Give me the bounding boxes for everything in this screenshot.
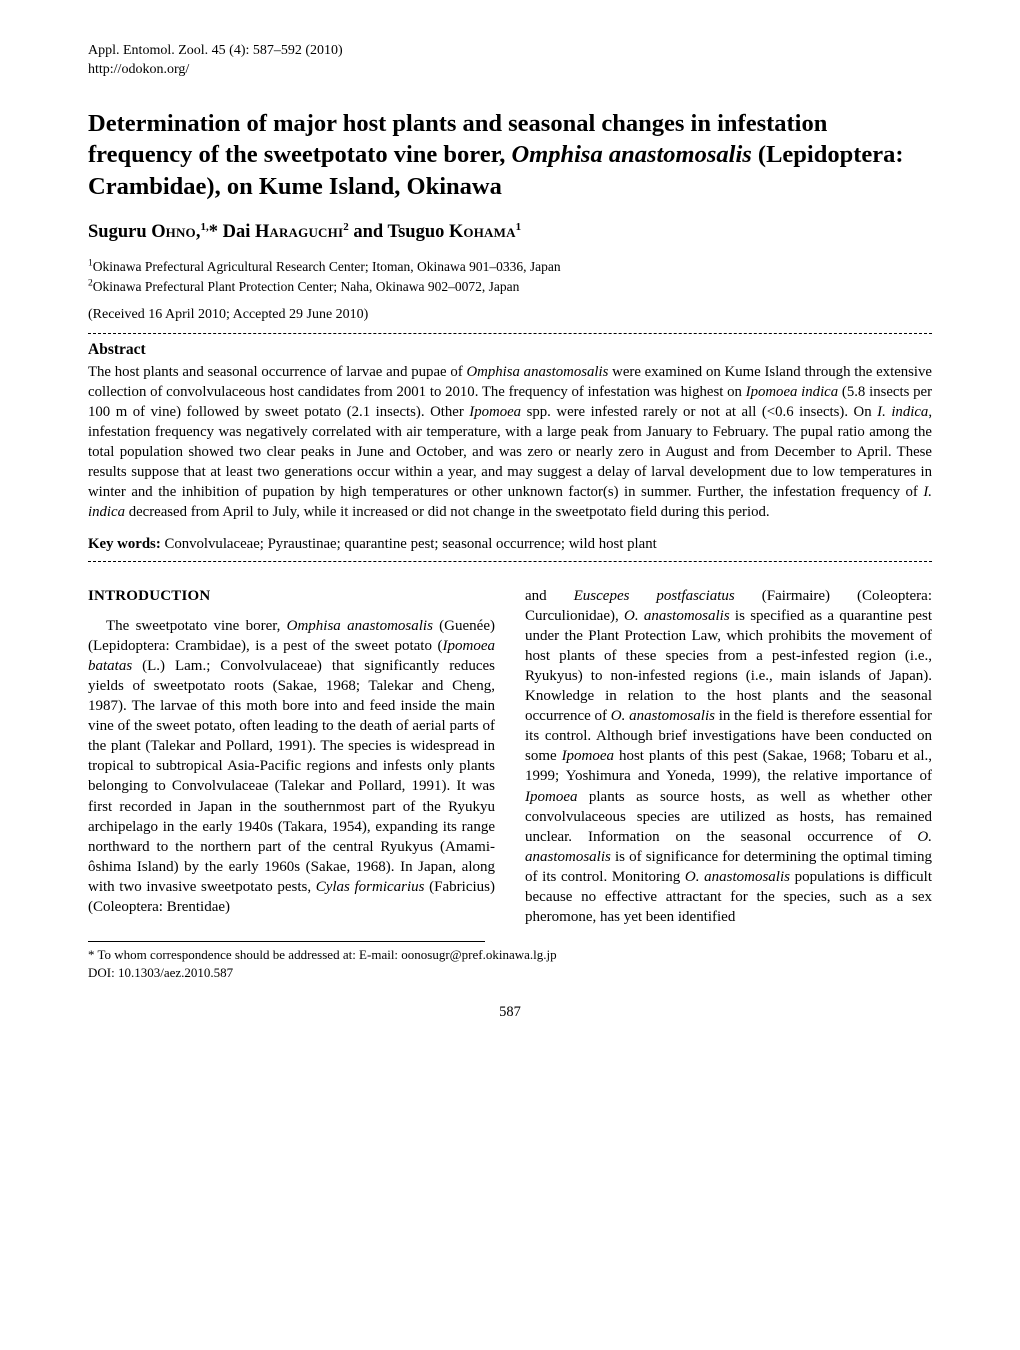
two-column-body: INTRODUCTION The sweetpotato vine borer,… (88, 586, 932, 928)
affiliations: 1Okinawa Prefectural Agricultural Resear… (88, 257, 932, 296)
footnote-block: * To whom correspondence should be addre… (88, 946, 932, 981)
journal-header: Appl. Entomol. Zool. 45 (4): 587–592 (20… (88, 42, 932, 80)
article-title: Determination of major host plants and s… (88, 108, 932, 202)
affiliation-1: 1Okinawa Prefectural Agricultural Resear… (88, 257, 932, 277)
footnote-correspondence: * To whom correspondence should be addre… (88, 946, 932, 964)
rule-dashed-top (88, 333, 932, 334)
footnote-rule (88, 941, 485, 942)
intro-paragraph-left: The sweetpotato vine borer, Omphisa anas… (88, 616, 495, 917)
author-line: Suguru Ohno,1,* Dai Haraguchi2 and Tsugu… (88, 220, 932, 245)
rule-dashed-bottom (88, 561, 932, 562)
received-line: (Received 16 April 2010; Accepted 29 Jun… (88, 306, 932, 325)
abstract-body: The host plants and seasonal occurrence … (88, 363, 932, 523)
keywords-line: Key words: Convolvulaceae; Pyraustinae; … (88, 535, 932, 555)
section-heading-introduction: INTRODUCTION (88, 586, 495, 606)
affiliation-2: 2Okinawa Prefectural Plant Protection Ce… (88, 277, 932, 297)
keywords-text: Convolvulaceae; Pyraustinae; quarantine … (161, 536, 657, 552)
page-number: 587 (88, 1003, 932, 1023)
intro-paragraph-right: and Euscepes postfasciatus (Fairmaire) (… (525, 586, 932, 928)
abstract-heading: Abstract (88, 340, 932, 361)
footnote-doi: DOI: 10.1303/aez.2010.587 (88, 964, 932, 982)
column-right: and Euscepes postfasciatus (Fairmaire) (… (525, 586, 932, 928)
journal-url: http://odokon.org/ (88, 61, 932, 80)
keywords-label: Key words: (88, 536, 161, 552)
journal-citation: Appl. Entomol. Zool. 45 (4): 587–592 (20… (88, 42, 932, 61)
column-left: INTRODUCTION The sweetpotato vine borer,… (88, 586, 495, 928)
